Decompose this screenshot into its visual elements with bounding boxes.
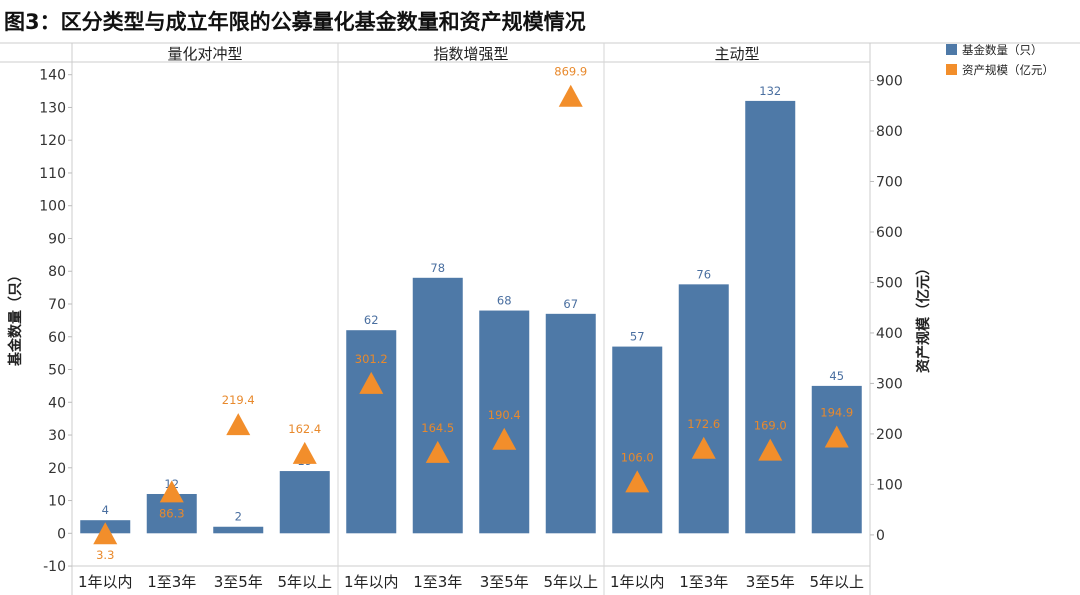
left-tick-label: 140 <box>39 68 66 84</box>
bar-label: 62 <box>364 313 379 327</box>
bar <box>612 346 663 534</box>
triangle-marker <box>292 441 317 464</box>
triangle-marker <box>159 480 184 503</box>
right-tick-label: 100 <box>876 477 903 493</box>
triangle-label: 301.2 <box>355 352 388 366</box>
bar-label: 2 <box>235 510 242 524</box>
legend-swatch <box>946 44 957 55</box>
category-label: 3至5年 <box>480 573 529 591</box>
left-tick-label: -10 <box>43 559 66 575</box>
bar <box>745 100 796 534</box>
triangle-label: 162.4 <box>288 422 321 436</box>
category-label: 3至5年 <box>214 573 263 591</box>
left-tick-label: 130 <box>39 100 66 116</box>
category-label: 1至3年 <box>147 573 196 591</box>
legend-label: 基金数量（只） <box>962 43 1043 57</box>
panel-title: 指数增强型 <box>433 45 508 63</box>
triangle-marker <box>425 440 450 463</box>
bar-label: 78 <box>430 261 445 275</box>
right-tick-label: 700 <box>876 174 903 190</box>
category-label: 5年以上 <box>809 573 864 591</box>
triangle-label: 164.5 <box>421 421 454 435</box>
triangle-label: 169.0 <box>754 419 787 433</box>
right-tick-label: 900 <box>876 74 903 90</box>
triangle-label: 172.6 <box>687 417 720 431</box>
bar-label: 67 <box>563 297 578 311</box>
bar <box>678 284 729 534</box>
triangle-marker <box>558 84 583 107</box>
bar-label: 45 <box>829 369 844 383</box>
triangle-label: 106.0 <box>621 450 654 464</box>
triangle-label: 3.3 <box>96 548 114 562</box>
left-tick-label: 30 <box>48 428 66 444</box>
triangle-marker <box>492 427 517 450</box>
triangle-label: 194.9 <box>820 405 853 419</box>
category-label: 3至5年 <box>746 573 795 591</box>
left-tick-label: 20 <box>48 461 66 477</box>
category-label: 1年以内 <box>610 573 665 591</box>
right-tick-label: 800 <box>876 124 903 140</box>
triangle-label: 86.3 <box>159 506 185 520</box>
triangle-label: 219.4 <box>222 393 255 407</box>
category-label: 5年以上 <box>543 573 598 591</box>
left-tick-label: 50 <box>48 363 66 379</box>
right-tick-label: 400 <box>876 326 903 342</box>
right-axis-title: 资产规模（亿元） <box>915 261 932 373</box>
category-label: 1至3年 <box>413 573 462 591</box>
bar <box>811 385 862 534</box>
triangle-marker <box>691 436 716 459</box>
bar-label: 4 <box>102 503 109 517</box>
plot-area: -10 0 10 20 30 40 50 60 70 80 90 100 110 120 130 140 0 10… <box>0 42 1080 595</box>
left-tick-label: 40 <box>48 395 66 411</box>
bar-label: 68 <box>497 294 512 308</box>
left-tick-label: 90 <box>48 231 66 247</box>
panel-title: 量化对冲型 <box>167 45 242 63</box>
category-label: 1年以内 <box>78 573 133 591</box>
category-label: 1年以内 <box>344 573 399 591</box>
panel-title: 主动型 <box>714 45 759 63</box>
category-label: 5年以上 <box>277 573 332 591</box>
left-tick-label: 80 <box>48 264 66 280</box>
bar-label: 132 <box>759 84 781 98</box>
legend-swatch <box>946 64 957 75</box>
triangle-marker <box>824 425 849 448</box>
left-tick-label: 120 <box>39 133 66 149</box>
left-tick-label: 100 <box>39 199 66 215</box>
triangle-marker <box>226 413 251 436</box>
triangle-label: 869.9 <box>554 65 587 79</box>
right-tick-label: 500 <box>876 275 903 291</box>
legend: 基金数量（只） 资产规模（亿元） <box>946 43 1054 77</box>
right-tick-label: 200 <box>876 427 903 443</box>
triangle-marker <box>625 470 650 493</box>
right-tick-label: 600 <box>876 225 903 241</box>
left-tick-label: 70 <box>48 297 66 313</box>
left-tick-label: 10 <box>48 494 66 510</box>
bar-label: 76 <box>696 267 711 281</box>
left-tick-label: 0 <box>57 526 66 542</box>
triangle-marker <box>93 522 118 545</box>
bar <box>346 330 397 534</box>
bar-label: 57 <box>630 330 645 344</box>
triangle-label: 190.4 <box>488 408 521 422</box>
left-tick-label: 60 <box>48 330 66 346</box>
legend-label: 资产规模（亿元） <box>962 63 1054 77</box>
right-tick-label: 0 <box>876 528 885 544</box>
right-tick-label: 300 <box>876 376 903 392</box>
bar <box>479 310 530 534</box>
bar <box>279 471 330 534</box>
bar <box>412 277 463 534</box>
left-axis-title: 基金数量（只） <box>7 268 24 366</box>
left-tick-label: 110 <box>39 166 66 182</box>
triangle-marker <box>359 371 384 394</box>
page-title: 图3：区分类型与成立年限的公募量化基金数量和资产规模情况 <box>4 10 586 34</box>
category-label: 1至3年 <box>679 573 728 591</box>
triangle-marker <box>758 438 783 461</box>
bar <box>545 313 596 534</box>
bar <box>213 526 264 534</box>
